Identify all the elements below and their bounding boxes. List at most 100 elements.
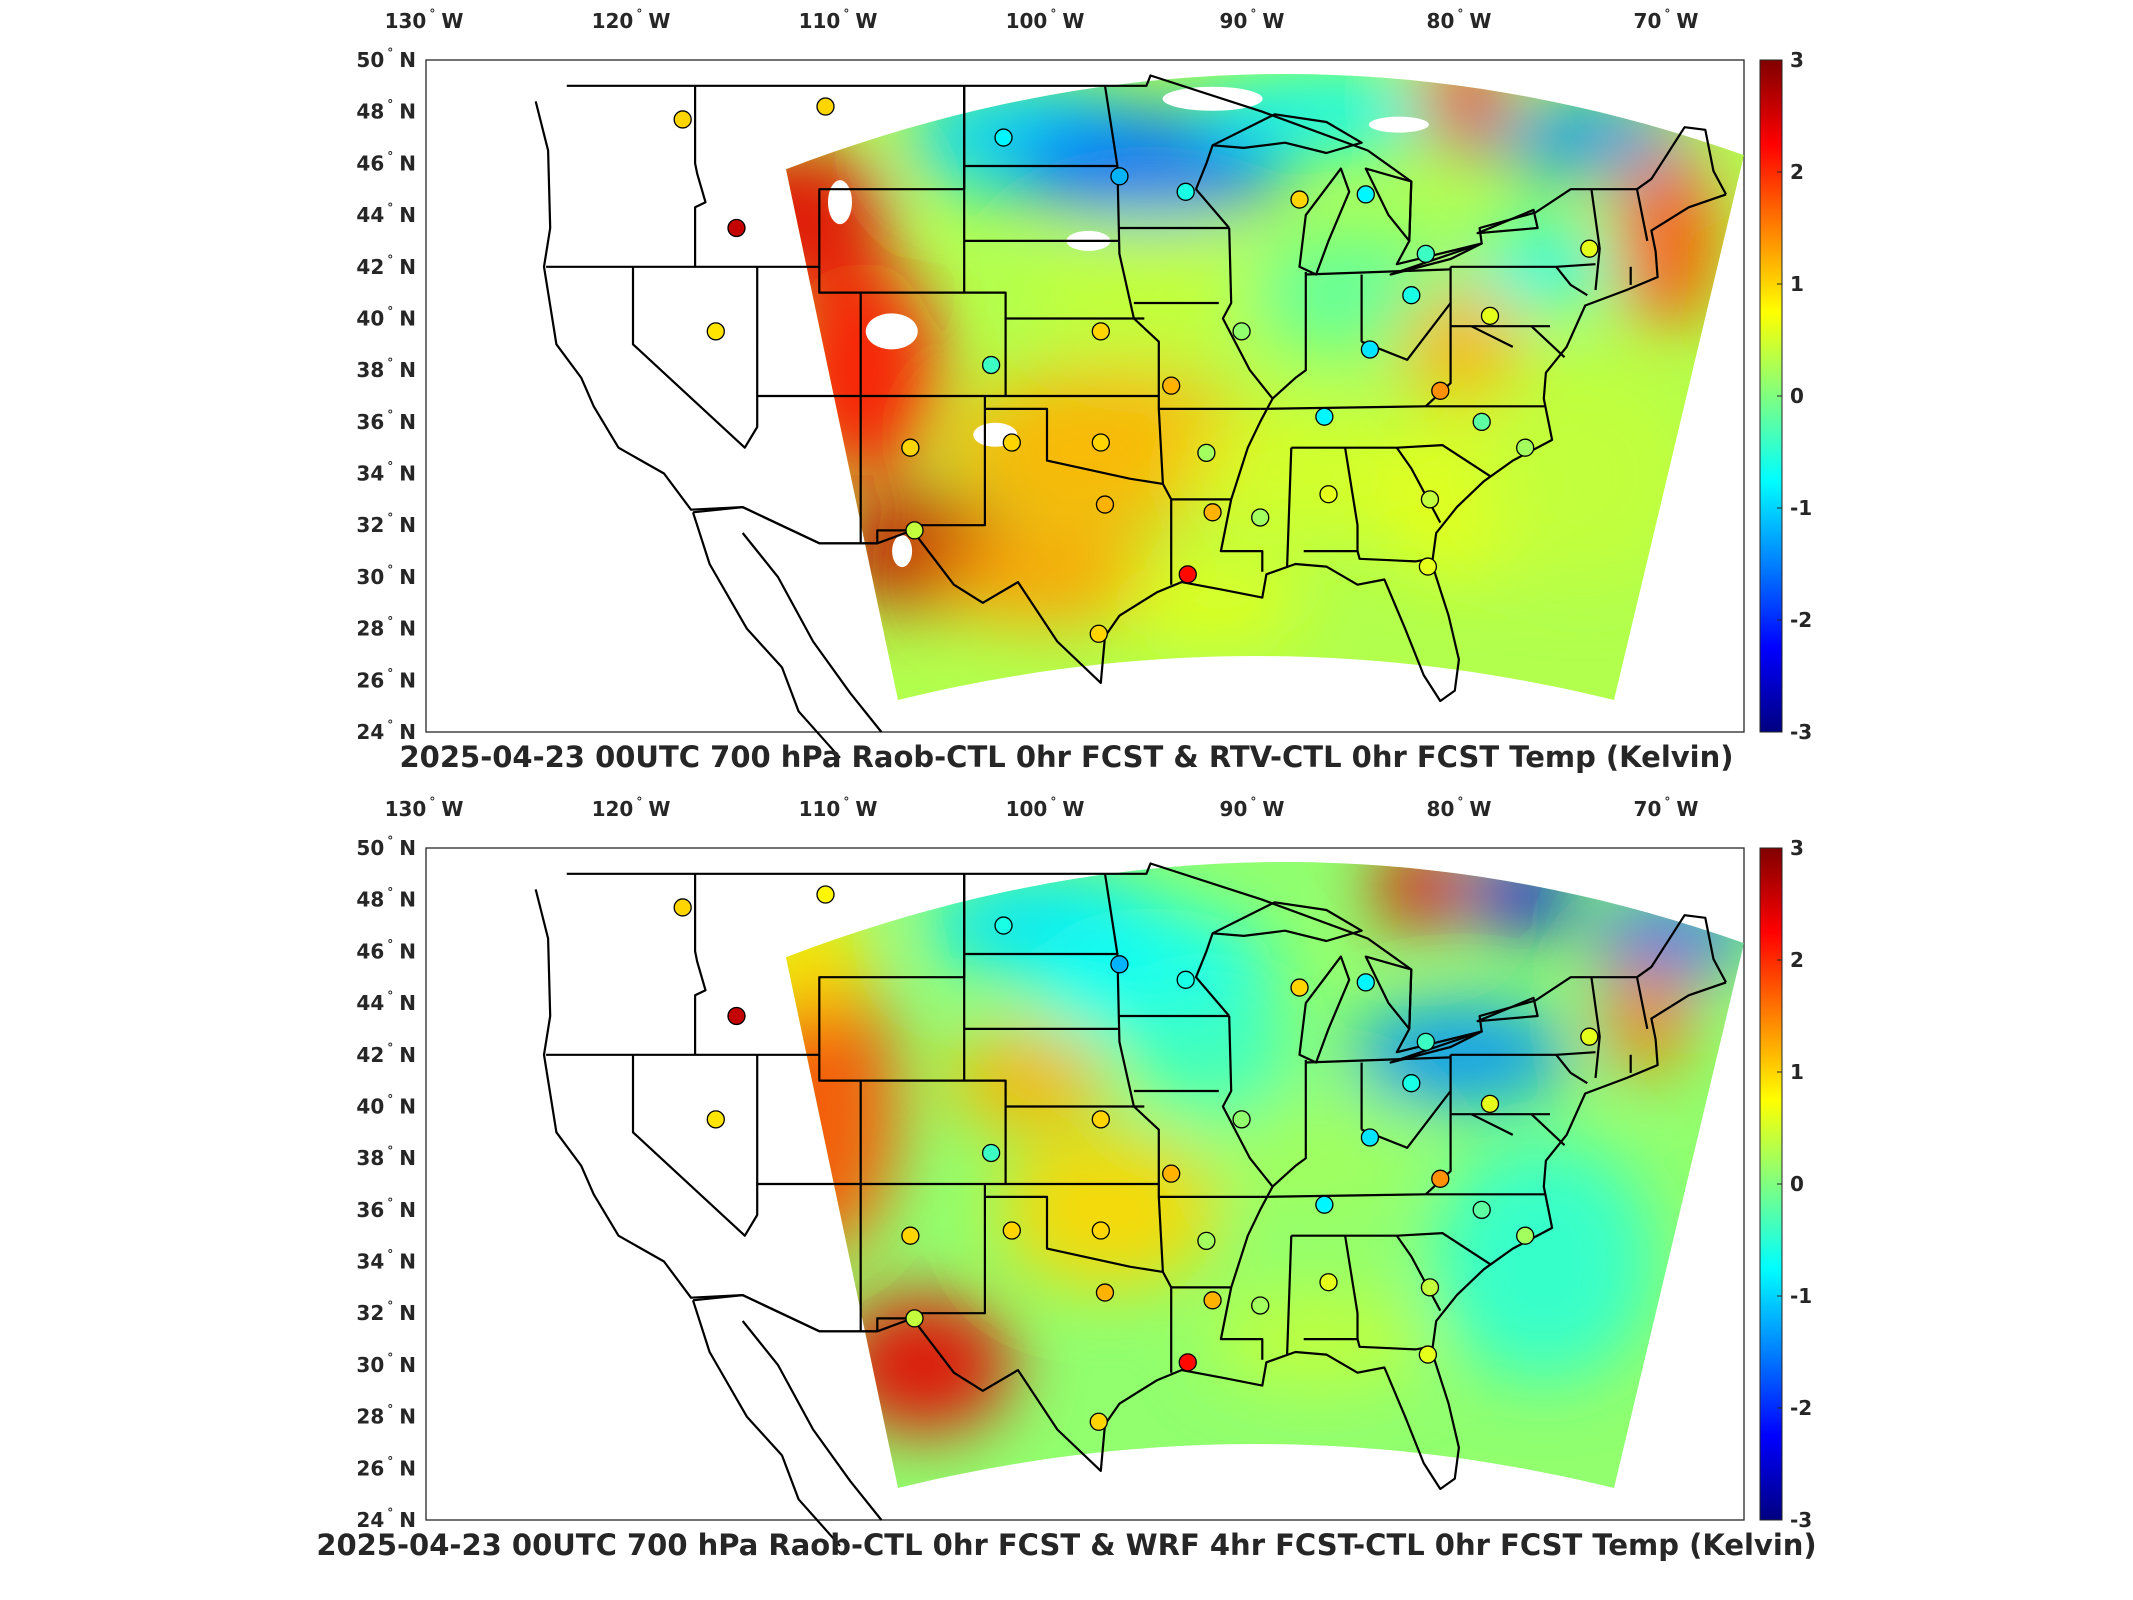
state-border: [1219, 1015, 1274, 1360]
lat-tick-label: 30 ° N: [356, 563, 416, 589]
lat-tick-label: 44 ° N: [356, 201, 416, 227]
lon-tick-label: 80 ° W: [1427, 795, 1492, 821]
raob-station-marker: [1402, 286, 1421, 305]
plot-title: 2025-04-23 00UTC 700 hPa Raob-CTL 0hr FC…: [399, 740, 1734, 774]
state-border: [1635, 976, 1649, 1030]
lat-tick-label: 24 ° N: [356, 718, 416, 744]
raob-station-marker: [673, 898, 692, 917]
raob-station-marker: [727, 218, 746, 238]
state-border: [1470, 325, 1514, 348]
raob-station-marker: [1232, 1110, 1251, 1129]
raob-station-marker: [1110, 955, 1129, 974]
colorbar-tick-label: -2: [1790, 1396, 1812, 1420]
state-border: [757, 1182, 862, 1332]
great-lake-outline: [1476, 996, 1539, 1023]
raob-station-marker: [673, 110, 692, 129]
canada-border: [566, 74, 1727, 266]
lat-tick-label: 42 ° N: [356, 253, 416, 279]
lat-tick-label: 32 ° N: [356, 511, 416, 537]
state-border: [1260, 1193, 1546, 1198]
lon-tick-label: 110 ° W: [799, 795, 878, 821]
state-border: [1470, 1113, 1514, 1136]
panel-rtv: 130 ° W 120 ° W 110 ° W 100 ° W 90 ° W 80 ° W 70 ° W 50 ° N 48 ° N…: [356, 7, 1812, 774]
state-border: [1530, 1113, 1566, 1147]
state-border: [1303, 1235, 1359, 1341]
raob-station-marker: [1110, 167, 1129, 186]
state-border: [1305, 268, 1451, 276]
lat-tick-label: 48 ° N: [356, 98, 416, 124]
state-border: [631, 1054, 759, 1237]
raob-station-marker: [901, 438, 920, 457]
state-border: [984, 1195, 1164, 1273]
raob-station-marker: [1251, 1296, 1270, 1315]
colorbar-tick-label: 0: [1790, 1172, 1804, 1196]
missing-data-patch: [865, 313, 918, 350]
colorbar-tick-label: 1: [1790, 272, 1804, 296]
lat-tick-label: 44 ° N: [356, 989, 416, 1015]
raob-station-marker: [1203, 1291, 1222, 1310]
raob-station-marker: [1472, 412, 1491, 431]
lat-tick-label: 36 ° N: [356, 1196, 416, 1222]
colorbar-tick-label: 2: [1790, 160, 1804, 184]
lat-tick-label: 34 ° N: [356, 460, 416, 486]
state-border: [1425, 326, 1452, 408]
lon-tick-label: 120 ° W: [592, 7, 671, 33]
political-boundaries: [534, 862, 1727, 1547]
colorbar-tick-label: -1: [1790, 496, 1812, 520]
state-border: [1271, 271, 1307, 400]
mexico-border: [692, 1294, 913, 1333]
raob-station-marker: [1402, 1074, 1421, 1093]
colorbar-tick-label: -3: [1790, 720, 1812, 744]
state-border: [1450, 1051, 1596, 1056]
raob-station-marker: [706, 322, 725, 341]
raob-station-marker: [1431, 1169, 1450, 1188]
colorbar-tick-label: 1: [1790, 1060, 1804, 1084]
state-border: [1555, 266, 1588, 297]
state-border: [1271, 1059, 1307, 1188]
lat-tick-label: 32 ° N: [356, 1299, 416, 1325]
mexico-border: [692, 506, 913, 545]
lat-tick-label: 28 ° N: [356, 615, 416, 641]
raob-station-marker: [1360, 1128, 1380, 1147]
lon-tick-label: 70 ° W: [1634, 795, 1699, 821]
raob-station-marker: [1290, 978, 1309, 997]
great-lake-outline: [1211, 901, 1363, 943]
raob-station-marker: [1356, 973, 1375, 992]
state-border: [1590, 189, 1601, 291]
great-lake-outline: [1211, 113, 1363, 155]
raob-station-marker: [1416, 244, 1435, 263]
great-lake-outline: [1389, 1030, 1483, 1064]
colorbar-tick-label: -3: [1790, 1508, 1812, 1532]
coastline: [534, 889, 1727, 1491]
lat-tick-label: 26 ° N: [356, 666, 416, 692]
state-border: [1303, 447, 1359, 553]
state-border: [1286, 1235, 1293, 1355]
lat-tick-label: 48 ° N: [356, 886, 416, 912]
lon-tick-label: 110 ° W: [799, 7, 878, 33]
lon-tick-label: 130 ° W: [385, 7, 464, 33]
great-lake-outline: [1364, 167, 1413, 242]
state-border: [1635, 188, 1649, 242]
raob-station-marker: [1197, 443, 1216, 463]
state-border: [757, 394, 862, 544]
raob-station-marker: [1416, 1032, 1435, 1051]
baja-coast: [691, 511, 841, 759]
raob-station-marker: [1203, 503, 1222, 522]
lat-tick-label: 24 ° N: [356, 1506, 416, 1532]
raob-station-marker: [1089, 624, 1108, 643]
state-border: [1530, 325, 1566, 359]
lon-tick-label: 90 ° W: [1220, 7, 1285, 33]
state-border: [1194, 144, 1231, 229]
colorbar-tick-label: 2: [1790, 948, 1804, 972]
lat-tick-label: 28 ° N: [356, 1403, 416, 1429]
colorbar-tick-label: 3: [1790, 48, 1804, 72]
panel-wrf: 130 ° W 120 ° W 110 ° W 100 ° W 90 ° W 80 ° W 70 ° W 50 ° N 48 ° N…: [0, 788, 2133, 1588]
raob-station-marker: [1002, 1221, 1021, 1240]
state-border: [694, 873, 707, 1055]
raob-station-marker: [1232, 322, 1251, 341]
state-border: [910, 1184, 986, 1315]
raob-station-marker: [1176, 182, 1195, 201]
raob-station-marker: [905, 521, 924, 540]
raob-station-marker: [1091, 1221, 1110, 1240]
lon-tick-label: 130 ° W: [385, 795, 464, 821]
